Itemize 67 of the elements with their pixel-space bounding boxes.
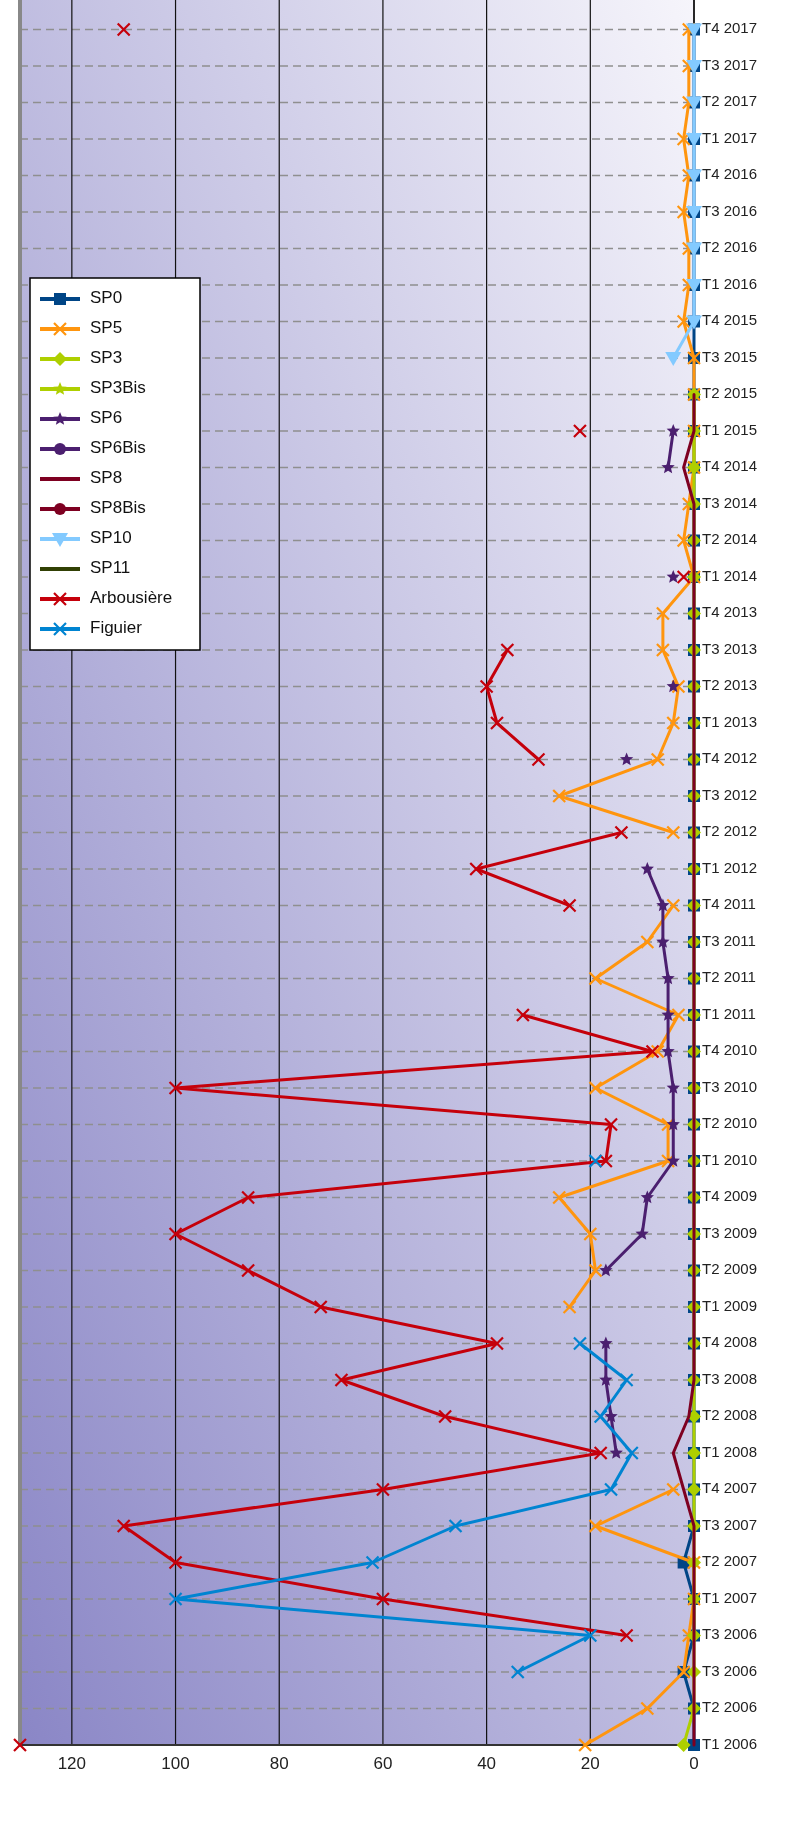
legend-label: SP8Bis bbox=[90, 498, 146, 518]
y-tick-label: T2 2016 bbox=[702, 238, 758, 256]
y-tick-label: T2 2017 bbox=[702, 92, 758, 110]
y-tick-label: T3 2007 bbox=[702, 1515, 758, 1533]
legend-label: Arbousière bbox=[90, 588, 173, 608]
y-tick-label: T3 2008 bbox=[702, 1369, 758, 1387]
x-tick-label: 40 bbox=[477, 1754, 497, 1773]
y-tick-label: T1 2015 bbox=[702, 420, 758, 438]
y-tick-label: T3 2010 bbox=[702, 1077, 758, 1095]
y-tick-label: T3 2014 bbox=[702, 493, 758, 511]
y-tick-label: T3 2006 bbox=[702, 1625, 758, 1643]
y-tick-label: T4 2015 bbox=[702, 311, 758, 329]
y-tick-label: T2 2008 bbox=[702, 1406, 758, 1424]
y-tick-label: T3 2017 bbox=[702, 55, 758, 73]
x-tick-label: 20 bbox=[580, 1754, 600, 1773]
y-tick-label: T2 2015 bbox=[702, 384, 758, 402]
y-tick-label: T2 2012 bbox=[702, 822, 758, 840]
y-tick-label: T2 2010 bbox=[702, 1114, 758, 1132]
y-tick-label: T1 2016 bbox=[702, 274, 758, 292]
y-tick-label: T2 2011 bbox=[702, 968, 756, 986]
y-tick-label: T4 2010 bbox=[702, 1041, 758, 1059]
x-tick-label: 60 bbox=[373, 1754, 393, 1773]
y-tick-label: T3 2012 bbox=[702, 785, 758, 803]
y-tick-label: T1 2012 bbox=[702, 858, 758, 876]
legend-label: SP10 bbox=[90, 528, 132, 548]
y-tick-label: T3 2013 bbox=[702, 639, 758, 657]
y-tick-label: T4 2007 bbox=[702, 1479, 758, 1497]
x-tick-label: 120 bbox=[57, 1754, 87, 1773]
y-tick-label: T1 2009 bbox=[702, 1296, 758, 1314]
x-tick-label: 0 bbox=[689, 1754, 699, 1773]
x-tick-label: 100 bbox=[161, 1754, 190, 1773]
y-tick-label: T3 2011 bbox=[702, 931, 756, 949]
y-tick-label: T3 2009 bbox=[702, 1223, 758, 1241]
legend-label: SP11 bbox=[90, 558, 131, 578]
legend-label: Figuier bbox=[90, 618, 143, 638]
y-tick-label: T2 2009 bbox=[702, 1260, 758, 1278]
legend-label: SP3Bis bbox=[90, 378, 146, 398]
legend-label: SP8 bbox=[90, 468, 123, 488]
y-tick-label: T4 2013 bbox=[702, 603, 758, 621]
y-tick-label: T3 2015 bbox=[702, 347, 758, 365]
legend-label: SP0 bbox=[90, 288, 123, 308]
y-tick-label: T1 2006 bbox=[702, 1734, 758, 1752]
y-tick-label: T3 2016 bbox=[702, 201, 758, 219]
y-tick-label: T2 2013 bbox=[702, 676, 758, 694]
y-tick-label: T1 2014 bbox=[702, 566, 758, 584]
y-tick-label: T4 2012 bbox=[702, 749, 758, 767]
y-tick-label: T1 2013 bbox=[702, 712, 758, 730]
y-tick-label: T1 2011 bbox=[702, 1004, 756, 1022]
y-tick-label: T4 2011 bbox=[702, 895, 756, 913]
y-tick-label: T4 2016 bbox=[702, 165, 758, 183]
y-tick-label: T1 2007 bbox=[702, 1588, 758, 1606]
y-tick-label: T2 2007 bbox=[702, 1552, 758, 1570]
y-tick-label: T2 2006 bbox=[702, 1698, 758, 1716]
legend-label: SP6Bis bbox=[90, 438, 146, 458]
legend-label: SP6 bbox=[90, 408, 123, 428]
y-tick-label: T4 2014 bbox=[702, 457, 758, 475]
y-tick-label: T1 2017 bbox=[702, 128, 758, 146]
y-tick-label: T1 2008 bbox=[702, 1442, 758, 1460]
y-tick-label: T4 2017 bbox=[702, 19, 758, 37]
y-tick-label: T4 2009 bbox=[702, 1187, 758, 1205]
y-tick-label: T1 2010 bbox=[702, 1150, 758, 1168]
y-tick-label: T2 2014 bbox=[702, 530, 758, 548]
legend-label: SP3 bbox=[90, 348, 123, 368]
legend-label: SP5 bbox=[90, 318, 123, 338]
y-tick-label: T4 2008 bbox=[702, 1333, 758, 1351]
y-tick-label: T3 2006 bbox=[702, 1661, 758, 1679]
x-tick-label: 80 bbox=[269, 1754, 289, 1773]
